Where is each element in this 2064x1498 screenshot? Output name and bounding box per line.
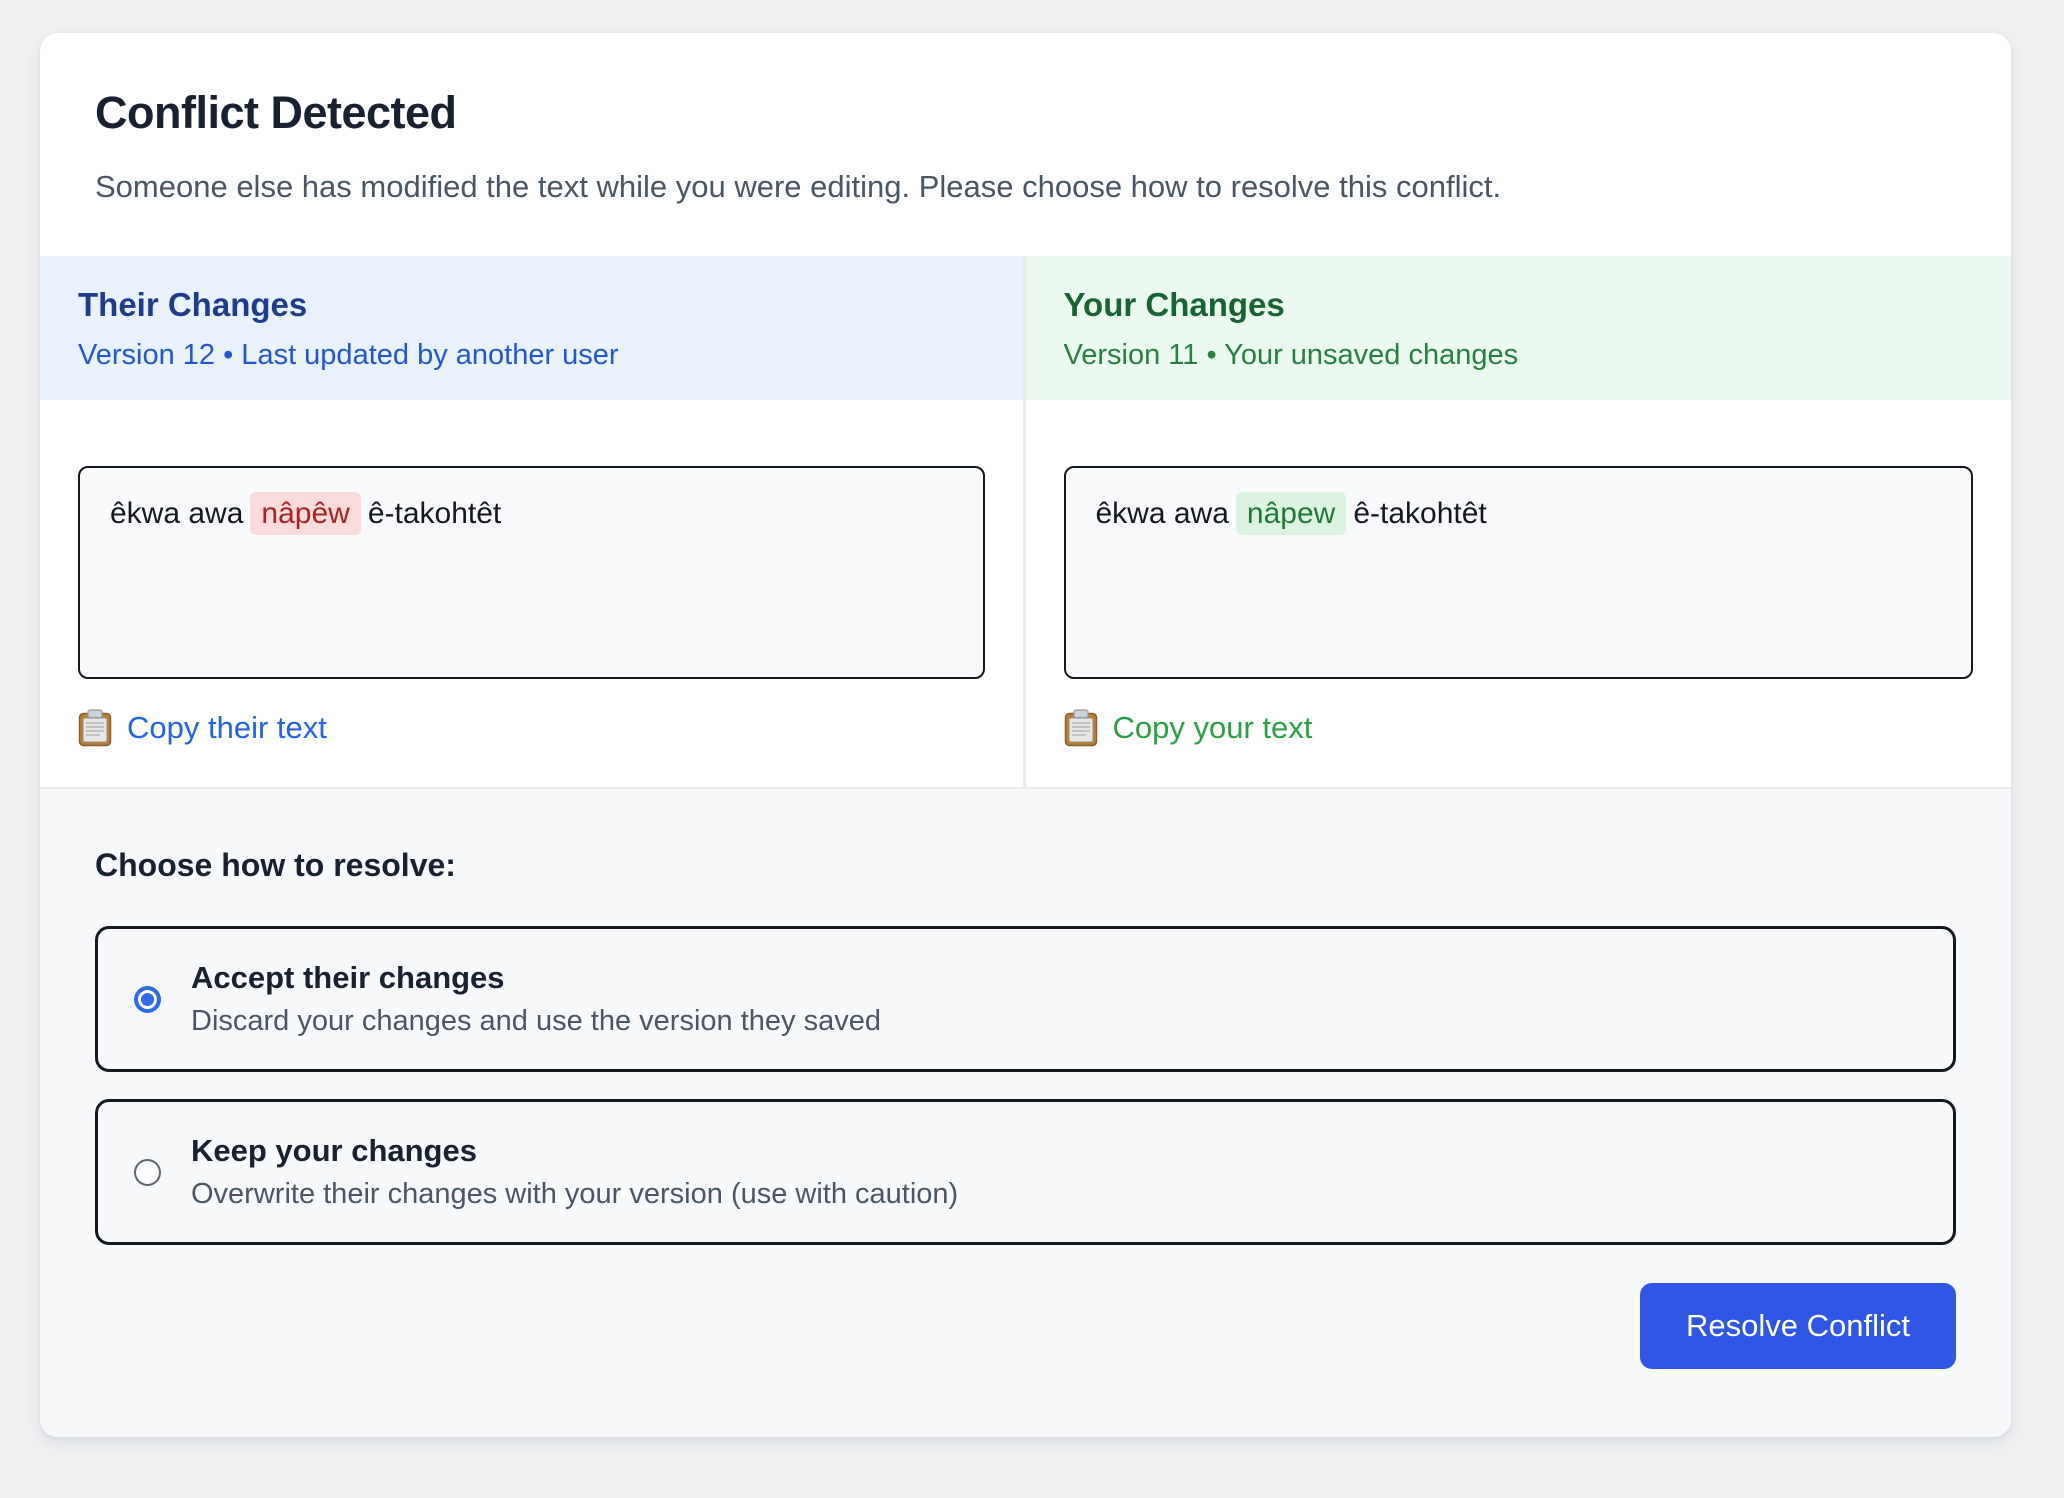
your-text-highlight: nâpew bbox=[1235, 492, 1347, 536]
your-changes-panel: Your Changes Version 11 • Your unsaved c… bbox=[1025, 256, 2011, 788]
their-text-box: êkwa awa nâpêw ê-takohtêt bbox=[78, 466, 985, 680]
their-text-before: êkwa awa bbox=[110, 497, 244, 531]
option-text: Keep your changes Overwrite their change… bbox=[191, 1133, 958, 1211]
option-accept-their-changes[interactable]: Accept their changes Discard your change… bbox=[95, 926, 1956, 1073]
dialog-header: Conflict Detected Someone else has modif… bbox=[40, 33, 2011, 256]
your-text-after: ê-takohtêt bbox=[1353, 497, 1487, 531]
resolve-conflict-button[interactable]: Resolve Conflict bbox=[1640, 1283, 1956, 1370]
option-accept-label: Accept their changes bbox=[191, 960, 505, 996]
button-row: Resolve Conflict bbox=[95, 1283, 1956, 1370]
page-title: Conflict Detected bbox=[95, 87, 457, 138]
clipboard-icon bbox=[78, 709, 112, 747]
resolve-heading: Choose how to resolve: bbox=[95, 847, 456, 884]
option-keep-label: Keep your changes bbox=[191, 1133, 477, 1169]
your-version-info: Version 11 • Your unsaved changes bbox=[1063, 339, 1519, 372]
diff-columns: Their Changes Version 12 • Last updated … bbox=[40, 256, 2011, 788]
radio-keep-your-changes[interactable] bbox=[134, 1158, 161, 1186]
your-text-box: êkwa awa nâpew ê-takohtêt bbox=[1063, 466, 1973, 680]
their-changes-header: Their Changes Version 12 • Last updated … bbox=[40, 256, 1023, 401]
dialog-subtitle: Someone else has modified the text while… bbox=[95, 168, 1502, 204]
copy-their-text-label: Copy their text bbox=[127, 710, 327, 746]
their-changes-title: Their Changes bbox=[78, 286, 308, 324]
copy-your-text-label: Copy your text bbox=[1112, 710, 1313, 746]
conflict-dialog: Conflict Detected Someone else has modif… bbox=[40, 33, 2011, 1437]
resolve-section: Choose how to resolve: Accept their chan… bbox=[40, 787, 2011, 1437]
option-keep-your-changes[interactable]: Keep your changes Overwrite their change… bbox=[95, 1099, 1956, 1246]
option-keep-description: Overwrite their changes with your versio… bbox=[191, 1178, 959, 1211]
your-changes-title: Your Changes bbox=[1063, 286, 1285, 324]
their-version-info: Version 12 • Last updated by another use… bbox=[78, 339, 619, 372]
clipboard-icon bbox=[1064, 709, 1098, 747]
option-text: Accept their changes Discard your change… bbox=[191, 960, 881, 1038]
your-changes-body: êkwa awa nâpew ê-takohtêt Copy bbox=[1025, 400, 2011, 788]
copy-their-text-link[interactable]: Copy their text bbox=[78, 709, 327, 747]
your-changes-header: Your Changes Version 11 • Your unsaved c… bbox=[1025, 256, 2011, 401]
their-text-highlight: nâpêw bbox=[250, 492, 361, 536]
their-changes-body: êkwa awa nâpêw ê-takohtêt Copy bbox=[40, 400, 1023, 788]
your-text-before: êkwa awa bbox=[1095, 497, 1229, 531]
radio-accept-their-changes[interactable] bbox=[134, 985, 161, 1013]
their-changes-panel: Their Changes Version 12 • Last updated … bbox=[40, 256, 1026, 788]
option-accept-description: Discard your changes and use the version… bbox=[191, 1005, 881, 1038]
copy-your-text-link[interactable]: Copy your text bbox=[1064, 709, 1313, 747]
their-text-after: ê-takohtêt bbox=[367, 497, 502, 531]
